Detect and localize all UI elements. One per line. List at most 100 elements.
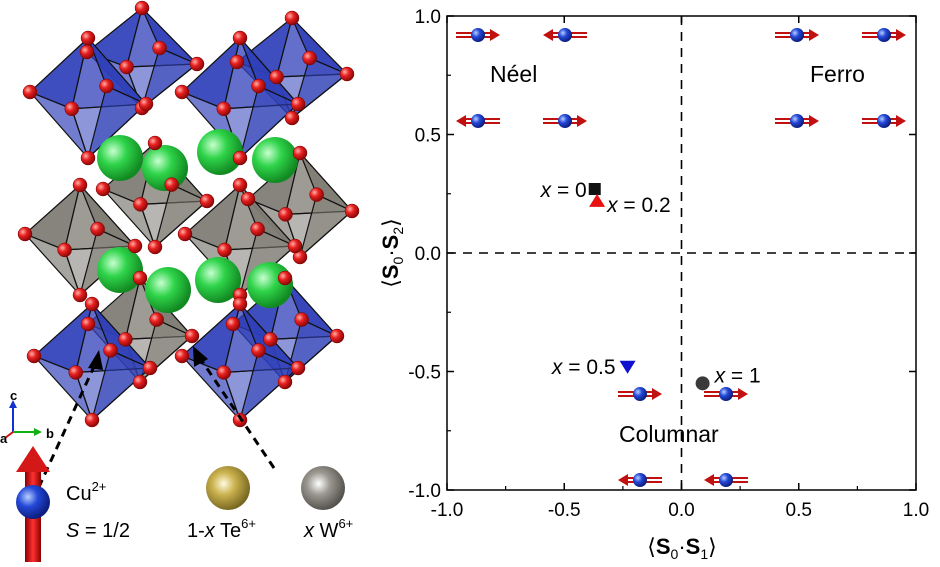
oxygen-sphere bbox=[72, 177, 88, 193]
oxygen-sphere bbox=[251, 78, 266, 94]
oxygen-sphere bbox=[68, 365, 84, 380]
oxygen-sphere bbox=[132, 270, 148, 286]
oxygen-sphere bbox=[232, 30, 248, 46]
a-site-sphere bbox=[197, 129, 243, 175]
oxygen-sphere bbox=[217, 242, 232, 258]
oxygen-sphere bbox=[290, 360, 306, 376]
y-tick-label: -0.5 bbox=[408, 363, 441, 384]
oxygen-sphere bbox=[174, 84, 190, 100]
oxygen-sphere bbox=[164, 177, 179, 192]
y-axis-label: ⟨S0·S2⟩ bbox=[378, 218, 406, 287]
oxygen-sphere bbox=[309, 187, 324, 202]
axes-triad: c a b bbox=[0, 388, 54, 446]
region-label-neel: Néel bbox=[490, 61, 537, 87]
octahedron-face bbox=[86, 85, 148, 160]
oxygen-sphere bbox=[133, 197, 148, 212]
x-tick-label: 0.0 bbox=[668, 500, 694, 521]
y-tick-label: 0.0 bbox=[415, 244, 441, 265]
axis-a-label: a bbox=[0, 431, 8, 446]
spin-icon-right bbox=[618, 387, 662, 401]
reference-lines bbox=[447, 16, 916, 490]
a-site-sphere bbox=[195, 257, 241, 303]
oxygen-sphere bbox=[80, 150, 96, 166]
oxygen-sphere bbox=[240, 191, 256, 207]
oxygen-sphere bbox=[292, 145, 308, 161]
a-site-sphere bbox=[145, 267, 191, 313]
x-tick-label: -0.5 bbox=[548, 500, 581, 521]
oxygen-sphere bbox=[177, 226, 193, 242]
oxygen-sphere bbox=[232, 177, 248, 193]
oxygen-sphere bbox=[229, 54, 245, 70]
oxygen-sphere bbox=[290, 96, 306, 112]
x-axis-label: ⟨S0·S1⟩ bbox=[647, 534, 716, 562]
oxygen-sphere bbox=[216, 365, 232, 380]
oxygen-sphere bbox=[184, 328, 200, 344]
oxygen-sphere bbox=[174, 348, 190, 364]
oxygen-sphere bbox=[344, 203, 360, 219]
cu-spin-legend-icon bbox=[16, 446, 50, 562]
oxygen-sphere bbox=[339, 66, 355, 82]
oxygen-sphere bbox=[64, 101, 80, 117]
data-point-label: x = 0.2 bbox=[606, 194, 671, 217]
data-point-triangle-down bbox=[619, 360, 636, 374]
oxygen-sphere bbox=[277, 270, 293, 286]
region-label-columnar: Columnar bbox=[619, 421, 719, 447]
data-point-label: x = 1 bbox=[714, 364, 761, 387]
oxygen-sphere bbox=[99, 78, 114, 94]
axis-b-label: b bbox=[46, 426, 54, 441]
legend-te-label: 1-x Te6+ bbox=[187, 516, 256, 542]
data-point-label: x = 0.5 bbox=[551, 356, 616, 379]
y-tick-label: 1.0 bbox=[415, 7, 441, 28]
oxygen-sphere bbox=[294, 312, 309, 327]
oxygen-sphere bbox=[284, 10, 300, 26]
spin-icon-right bbox=[862, 28, 906, 42]
oxygen-sphere bbox=[138, 96, 154, 112]
oxygen-sphere bbox=[90, 221, 105, 237]
x-tick-label: 0.5 bbox=[786, 500, 812, 521]
oxygen-sphere bbox=[147, 239, 163, 255]
pointer-arrow-cu bbox=[31, 350, 103, 501]
octahedron-face bbox=[238, 349, 300, 422]
region-label-ferro: Ferro bbox=[810, 61, 865, 87]
oxygen-sphere bbox=[95, 181, 111, 197]
octahedron-face bbox=[90, 349, 152, 422]
x-tick-label: -1.0 bbox=[431, 500, 464, 521]
spin-icon-right bbox=[543, 114, 587, 128]
legend-w-label: x W6+ bbox=[303, 516, 353, 542]
axis-ticks bbox=[446, 15, 917, 491]
oxygen-sphere bbox=[84, 412, 100, 428]
oxygen-spheres-layer bbox=[17, 0, 360, 428]
data-point-label: x = 0 bbox=[540, 179, 587, 202]
oxygen-sphere bbox=[26, 348, 42, 364]
w-sphere-icon bbox=[301, 466, 345, 510]
spin-icon-right bbox=[704, 387, 748, 401]
y-tick-label: -1.0 bbox=[408, 481, 441, 502]
oxygen-sphere bbox=[277, 374, 293, 390]
oxygen-sphere bbox=[57, 242, 72, 258]
oxygen-sphere bbox=[147, 135, 163, 151]
octahedron-face bbox=[290, 57, 349, 120]
oxygen-sphere bbox=[72, 287, 88, 303]
oxygen-sphere bbox=[216, 101, 232, 117]
tick-labels: -1.0 -0.5 0.0 0.5 1.0 1.0 0.5 0.0 -0.5 -1.0 bbox=[408, 7, 929, 521]
oxygen-sphere bbox=[149, 312, 164, 327]
te-sphere-icon bbox=[206, 466, 250, 510]
oxygen-sphere bbox=[199, 193, 215, 209]
pointer-arrow-te-w bbox=[193, 346, 276, 469]
oxygen-sphere bbox=[80, 30, 96, 46]
oxygen-sphere bbox=[103, 343, 118, 358]
oxygen-sphere bbox=[232, 296, 248, 312]
crystal-structure: c a b Cu2+ S = 1/2 1-x Te6+ x W6+ bbox=[0, 0, 360, 562]
oxygen-sphere bbox=[287, 238, 303, 254]
octahedron-face bbox=[153, 183, 209, 249]
octahedron-face bbox=[140, 47, 199, 110]
oxygen-sphere bbox=[189, 56, 205, 72]
oxygen-sphere bbox=[80, 316, 96, 332]
oxygen-sphere bbox=[232, 150, 248, 166]
axis-c-label: c bbox=[10, 388, 17, 403]
oxygen-sphere bbox=[284, 110, 300, 126]
octahedron-face bbox=[298, 193, 354, 259]
oxygen-sphere bbox=[17, 226, 33, 242]
